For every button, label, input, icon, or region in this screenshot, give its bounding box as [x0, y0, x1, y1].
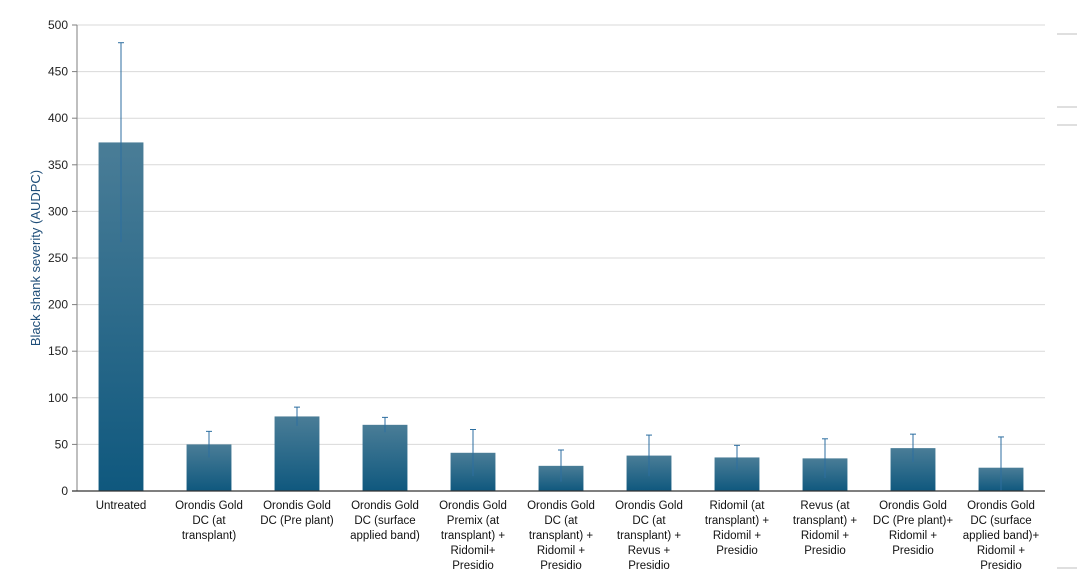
- x-tick-label-line: DC (Pre plant)+: [873, 515, 953, 527]
- bar: [362, 424, 408, 491]
- x-tick-label-line: Ridomil +: [889, 530, 938, 542]
- x-tick-label: Orondis Gold Premix (at transplant) + Ridom…: [439, 500, 507, 572]
- x-tick-label-line: Ridomil +: [801, 530, 850, 542]
- x-tick-label-line: Revus +: [628, 545, 671, 557]
- x-tick-label-line: Orondis Gold: [175, 500, 243, 512]
- x-tick-label-line: transplant) +: [529, 530, 594, 542]
- y-tick-label: 300: [48, 204, 68, 218]
- x-tick-label-line: Presidio: [804, 545, 846, 557]
- x-tick-label-line: transplant) +: [705, 515, 770, 527]
- x-tick-label-line: transplant) +: [441, 530, 506, 542]
- x-tick-label-line: DC (at: [192, 515, 226, 527]
- x-tick-label-line: Premix (at: [447, 515, 500, 527]
- x-tick-labels: Untreated Orondis Gold DC (at transplant)Or…: [96, 500, 1040, 572]
- y-tick-label: 450: [48, 65, 68, 79]
- x-tick-label: Ridomil (at transplant) + Ridomil + Presidi…: [705, 500, 770, 557]
- x-tick-label-line: DC (at: [632, 515, 666, 527]
- gridlines: [72, 24, 1045, 492]
- x-tick-label-line: Orondis Gold: [439, 500, 507, 512]
- x-tick-label-line: Revus (at: [800, 500, 850, 512]
- x-tick-label: Orondis Gold DC (at transplant) + Ridomil +…: [527, 500, 595, 572]
- x-tick-label-line: transplant) +: [617, 530, 682, 542]
- x-tick-label-line: Orondis Gold: [527, 500, 595, 512]
- y-tick-label: 500: [48, 18, 68, 32]
- x-tick-label: Orondis Gold DC (at transplant) + Revus + Pr…: [615, 500, 683, 572]
- y-tick-labels: 0 50 100 150 200 250 300 350 400 450 500: [48, 18, 68, 498]
- y-tick-label: 350: [48, 158, 68, 172]
- bar: [274, 416, 320, 491]
- x-tick-label: Orondis Gold DC (surface applied band): [350, 500, 420, 542]
- x-tick-label: Revus (at transplant) + Ridomil + Presidio: [793, 500, 858, 557]
- x-tick-label-line: Ridomil (at: [710, 500, 766, 512]
- x-tick-label-line: transplant): [182, 530, 237, 542]
- x-tick-label: Untreated: [96, 500, 147, 512]
- error-bars: [118, 42, 1004, 491]
- x-tick-label-line: DC (surface: [970, 515, 1031, 527]
- x-tick-label-line: Untreated: [96, 500, 147, 512]
- x-tick-label-line: Ridomil +: [977, 545, 1026, 557]
- x-tick-label-line: Ridomil +: [537, 545, 586, 557]
- x-tick-label-line: DC (surface: [354, 515, 415, 527]
- x-tick-label-line: DC (at: [544, 515, 578, 527]
- x-tick-label-line: Orondis Gold: [967, 500, 1035, 512]
- x-tick-label-line: Presidio: [452, 560, 494, 572]
- bars: [98, 142, 1024, 491]
- x-tick-label: Orondis Gold DC (Pre plant): [260, 500, 334, 527]
- x-tick-label-line: Ridomil+: [450, 545, 495, 557]
- y-tick-label: 0: [61, 484, 68, 498]
- y-tick-label: 200: [48, 298, 68, 312]
- y-tick-label: 100: [48, 391, 68, 405]
- x-tick-label-line: applied band)+: [963, 530, 1040, 542]
- x-tick-label-line: applied band): [350, 530, 420, 542]
- x-tick-label: Orondis Gold DC (at transplant): [175, 500, 243, 542]
- x-tick-label-line: Orondis Gold: [879, 500, 947, 512]
- y-tick-label: 150: [48, 344, 68, 358]
- y-axis-label: Black shank severity (AUDPC): [28, 170, 43, 346]
- x-tick-label: Orondis Gold DC (Pre plant)+ Ridomil + Pres…: [873, 500, 953, 557]
- x-tick-label-line: Presidio: [540, 560, 582, 572]
- x-tick-label-line: Presidio: [628, 560, 670, 572]
- axes: [72, 25, 1045, 492]
- legend-stub-lines: [1057, 33, 1077, 569]
- x-tick-label-line: Orondis Gold: [351, 500, 419, 512]
- x-tick-label-line: Orondis Gold: [263, 500, 331, 512]
- x-tick-label-line: Presidio: [716, 545, 758, 557]
- x-tick-label: Orondis Gold DC (surface applied band)+ Rid…: [963, 500, 1040, 572]
- x-tick-label-line: Ridomil +: [713, 530, 762, 542]
- x-tick-label-line: DC (Pre plant): [260, 515, 334, 527]
- x-tick-label-line: Presidio: [980, 560, 1022, 572]
- x-tick-label-line: Presidio: [892, 545, 934, 557]
- y-tick-label: 400: [48, 111, 68, 125]
- y-tick-label: 50: [55, 437, 69, 451]
- y-tick-label: 250: [48, 251, 68, 265]
- x-tick-label-line: transplant) +: [793, 515, 858, 527]
- x-tick-label-line: Orondis Gold: [615, 500, 683, 512]
